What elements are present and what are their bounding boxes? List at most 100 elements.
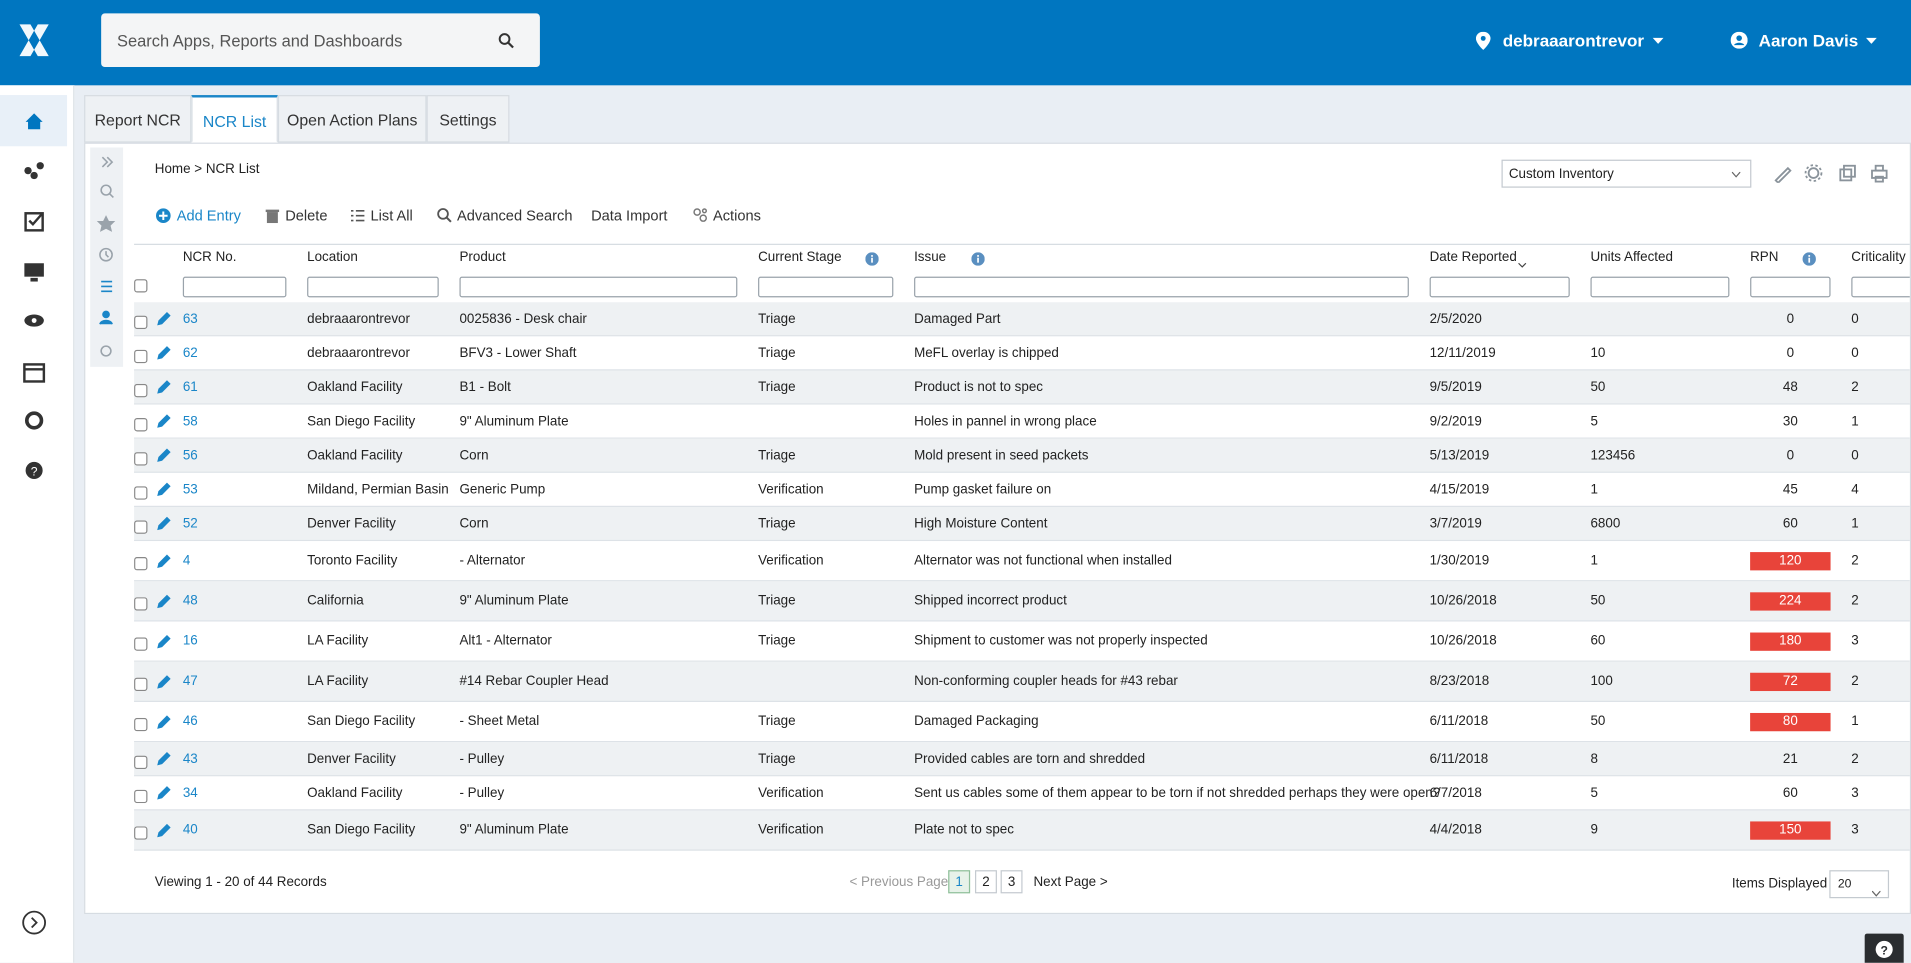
checkbox — [134, 635, 148, 657]
column-filter[interactable] — [182, 276, 287, 298]
table-row[interactable] — [134, 472, 1910, 507]
edit-icon-svg — [157, 380, 171, 394]
tab[interactable]: Open Action Plans — [277, 95, 427, 143]
table-row[interactable] — [134, 810, 1910, 851]
page-button[interactable]: 3 — [1000, 870, 1023, 894]
edit-icon-svg — [157, 751, 171, 766]
toolbar-button[interactable]: List All — [370, 207, 413, 225]
toolbar-button[interactable]: Add Entry — [176, 207, 241, 225]
toolbar-button[interactable]: Actions — [712, 207, 761, 225]
tab[interactable]: NCR List — [191, 95, 278, 143]
table-row[interactable] — [134, 541, 1910, 582]
location-name[interactable]: debraaarontrevor — [1502, 30, 1645, 50]
checkbox-svg — [134, 637, 148, 651]
ncr-link[interactable]: 48 — [182, 593, 198, 609]
table-top-border — [134, 243, 1910, 245]
page-button[interactable]: 2 — [975, 870, 997, 894]
cell: BFV3 - Lower Shaft — [459, 345, 577, 361]
ncr-link[interactable]: 52 — [182, 516, 198, 531]
panel-icons[interactable] — [1772, 163, 1894, 183]
cell: Sent us cables some of them appear to be… — [914, 785, 1441, 801]
next-page[interactable]: Next Page > — [1033, 875, 1108, 890]
column-filter[interactable] — [1750, 276, 1831, 298]
ncr-link[interactable]: 47 — [182, 673, 198, 689]
column-filter[interactable] — [758, 276, 894, 298]
table-row[interactable] — [134, 661, 1910, 702]
table-row[interactable] — [134, 302, 1910, 337]
checkbox — [134, 415, 148, 437]
toolbar-button[interactable]: Data Import — [591, 207, 668, 225]
page-button[interactable]: 1 — [948, 870, 971, 894]
column-header[interactable]: Product — [459, 249, 506, 265]
toolbar-icon-svg — [693, 208, 707, 222]
checkbox — [134, 313, 148, 335]
column-header[interactable]: Location — [307, 249, 358, 265]
column-header[interactable]: Issue — [914, 249, 947, 265]
ncr-link[interactable]: 53 — [182, 482, 198, 497]
prev-page[interactable]: < Previous Page — [849, 875, 949, 890]
user-name[interactable]: Aaron Davis — [1758, 30, 1859, 50]
cell: 9" Aluminum Plate — [459, 413, 569, 429]
column-header[interactable]: RPN — [1750, 249, 1779, 265]
column-header[interactable]: Current Stage — [758, 249, 842, 265]
column-header[interactable]: Date Reported — [1429, 249, 1517, 265]
panel: Home > NCR List Custom Inventory Add Ent… — [84, 142, 1911, 915]
table-row[interactable] — [134, 370, 1910, 405]
ncr-link[interactable]: 46 — [182, 714, 198, 729]
tab[interactable]: Report NCR — [84, 95, 192, 143]
ncr-link[interactable]: 40 — [182, 822, 198, 838]
edit-icon — [156, 673, 172, 695]
mini-toolbar[interactable] — [90, 147, 124, 367]
nav-icons[interactable]: ? — [0, 85, 73, 963]
ncr-link[interactable]: 63 — [182, 311, 198, 327]
table-row[interactable] — [134, 621, 1910, 662]
search-box[interactable]: Search Apps, Reports and Dashboards — [101, 13, 540, 68]
toolbar-button[interactable]: Advanced Search — [457, 207, 573, 225]
cell: Shipped incorrect product — [914, 593, 1067, 609]
ncr-link[interactable]: 61 — [182, 379, 198, 395]
table-row[interactable] — [134, 438, 1910, 473]
tab[interactable]: Settings — [426, 95, 510, 143]
table-row[interactable] — [134, 404, 1910, 439]
toolbar-button[interactable]: Delete — [285, 207, 328, 225]
ncr-link[interactable]: 43 — [182, 751, 198, 766]
column-filter[interactable] — [914, 276, 1409, 298]
ncr-link[interactable]: 4 — [182, 553, 191, 568]
table-row[interactable] — [134, 776, 1910, 811]
caret — [1652, 37, 1664, 44]
rpn-cell: 45 — [1782, 482, 1798, 497]
sidebar: ? — [0, 85, 75, 963]
cell: Plate not to spec — [914, 822, 1014, 838]
toolbar-icon — [692, 207, 708, 230]
cell: 5 — [1590, 413, 1598, 429]
ncr-link[interactable]: 56 — [182, 447, 198, 463]
cell: - Sheet Metal — [459, 714, 540, 729]
ncr-link[interactable]: 16 — [182, 633, 198, 649]
table-row[interactable] — [134, 702, 1910, 743]
cell: 100 — [1590, 673, 1613, 689]
column-header[interactable]: NCR No. — [182, 249, 237, 265]
view-select[interactable]: Custom Inventory — [1501, 159, 1752, 188]
table-row[interactable] — [134, 581, 1910, 622]
table-row[interactable] — [134, 336, 1910, 371]
rpn-cell: 60 — [1782, 516, 1798, 531]
column-filter[interactable] — [1590, 276, 1730, 298]
column-filter[interactable] — [1429, 276, 1570, 298]
items-select[interactable]: 20 — [1829, 870, 1890, 899]
help-widget[interactable]: ? — [1864, 933, 1904, 963]
column-header[interactable]: Units Affected — [1590, 249, 1673, 265]
table-row[interactable] — [134, 742, 1910, 777]
ncr-link[interactable]: 34 — [182, 785, 198, 801]
cell: 9 — [1590, 822, 1598, 838]
ncr-link[interactable]: 58 — [182, 413, 198, 429]
column-header[interactable]: Criticality — [1851, 249, 1906, 265]
column-filter[interactable] — [459, 276, 738, 298]
rpn-cell: 30 — [1782, 413, 1798, 429]
edit-icon-svg — [157, 482, 171, 497]
breadcrumb[interactable]: Home > NCR List — [154, 162, 260, 177]
table-row[interactable] — [134, 507, 1910, 542]
column-filter[interactable] — [307, 276, 439, 298]
edit-icon — [156, 553, 172, 575]
ncr-link[interactable]: 62 — [182, 345, 198, 361]
column-filter[interactable] — [1851, 276, 1910, 298]
